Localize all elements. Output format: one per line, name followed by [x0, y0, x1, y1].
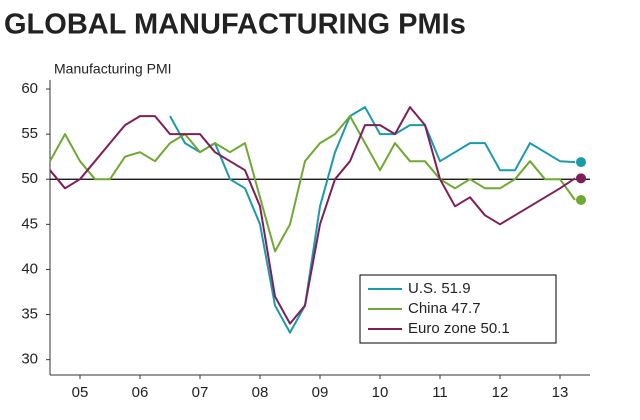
series-line	[49, 106, 576, 325]
series-line	[169, 106, 576, 334]
legend-label: U.S. 51.9	[408, 280, 471, 297]
chart-title: GLOBAL MANUFACTURING PMIs	[4, 9, 466, 41]
x-tick-label: 11	[432, 384, 448, 401]
legend-label: Euro zone 50.1	[408, 320, 510, 337]
x-tick-label: 08	[252, 384, 269, 401]
y-tick-label: 55	[21, 125, 38, 142]
y-tick-label: 35	[21, 306, 38, 323]
x-tick-label: 13	[552, 384, 569, 401]
legend-label: China 47.7	[408, 300, 481, 317]
series-line	[49, 115, 576, 253]
x-tick-label: 05	[72, 384, 89, 401]
y-tick-label: 50	[21, 170, 38, 187]
x-tick-label: 10	[372, 384, 389, 401]
x-tick-label: 06	[132, 384, 149, 401]
end-marker	[576, 173, 586, 184]
y-tick-label: 40	[21, 260, 38, 277]
x-tick-label: 12	[492, 384, 509, 401]
end-marker	[576, 194, 586, 205]
x-tick-label: 07	[192, 384, 209, 401]
y-axis-label: Manufacturing PMI	[54, 61, 172, 77]
y-tick-label: 45	[21, 215, 38, 232]
y-tick-label: 60	[21, 80, 38, 97]
x-tick-label: 09	[312, 384, 329, 401]
end-marker	[576, 157, 586, 168]
y-tick-label: 30	[21, 351, 38, 368]
